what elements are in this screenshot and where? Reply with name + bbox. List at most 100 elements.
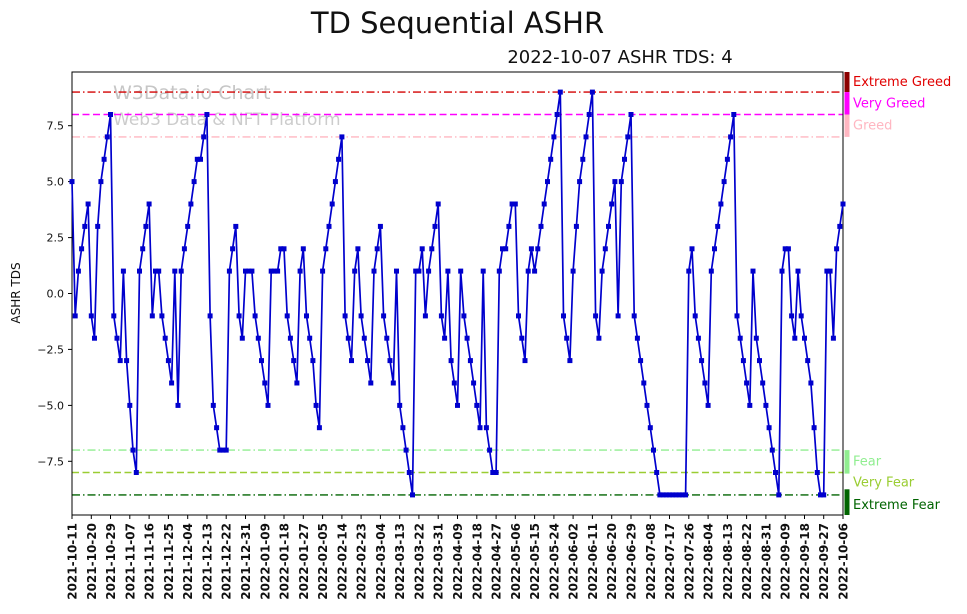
data-point [249,268,255,274]
data-point [522,358,528,364]
data-point [541,201,547,207]
data-point [561,313,566,319]
data-point [268,268,274,274]
data-point [130,447,136,453]
data-point [403,447,409,453]
gauge-bar [844,114,850,137]
data-point [789,313,795,319]
threshold-label: Greed [853,119,892,134]
data-point [153,268,158,274]
data-point [580,156,586,162]
data-point [111,313,117,319]
data-point [647,425,653,431]
data-point [75,268,81,274]
x-tick-label: 2022-05-06 [509,523,523,600]
x-tick-label: 2021-11-07 [123,523,137,600]
data-point [342,313,348,319]
data-point [667,492,672,498]
data-point [114,335,120,341]
data-point [124,358,130,364]
data-point [156,268,162,274]
data-point [602,246,608,252]
data-point [477,425,483,431]
threshold-label: Very Fear [853,476,915,491]
data-point [214,425,220,431]
data-point [811,425,817,431]
data-point [528,246,534,252]
data-point [776,492,782,498]
data-point [798,313,804,319]
x-tick-label: 2022-03-31 [432,523,446,600]
x-tick-label: 2022-02-23 [355,523,369,600]
data-point [570,268,576,274]
data-point [265,402,271,408]
data-point [802,335,807,341]
x-tick-label: 2022-03-13 [393,523,407,600]
data-point [316,425,322,431]
data-point [72,313,78,319]
plot-border [71,71,844,516]
data-point [593,313,599,319]
x-tick-label: 2021-11-25 [162,523,176,600]
threshold-label: Extreme Fear [853,498,941,513]
data-point [419,246,425,252]
data-point [194,156,200,162]
x-tick-label: 2022-09-27 [817,523,831,600]
data-point [551,134,557,140]
data-point [503,246,509,252]
data-point [583,134,589,140]
x-tick-label: 2022-06-29 [625,523,639,600]
x-tick-label: 2021-11-16 [143,523,157,600]
data-point [207,313,213,319]
data-point [525,268,531,274]
data-point [821,492,827,498]
data-point [461,313,467,319]
data-point [567,358,573,364]
data-point [239,335,245,341]
chart-subtitle: 2022-10-07 ASHR TDS: 4 [507,47,733,68]
data-point [634,335,640,341]
x-tick-label: 2021-12-31 [239,523,253,600]
data-point [159,313,165,319]
data-point [618,179,624,185]
data-point [79,246,85,252]
data-point [464,335,470,341]
data-point [545,179,550,185]
data-point [708,268,714,274]
data-point [496,268,502,274]
x-tick-label: 2022-08-22 [740,523,754,600]
data-point [673,492,679,498]
data-point [586,112,592,117]
data-point [766,425,772,431]
x-tick-label: 2022-04-09 [451,523,465,600]
data-point [95,223,101,229]
data-point [165,358,171,364]
data-point [644,402,650,408]
data-point [88,313,94,319]
data-point [589,89,595,95]
data-point [753,335,759,341]
data-point [705,402,711,408]
data-point [660,492,666,498]
data-point [352,268,358,274]
data-point [259,358,264,364]
x-tick-label: 2021-12-04 [181,523,195,600]
data-point [769,447,775,453]
data-point [654,470,660,475]
data-point [252,313,258,319]
threshold-label: Fear [853,454,882,469]
data-point [474,402,480,408]
data-point [679,492,685,498]
data-point [175,402,181,408]
data-point [467,358,473,364]
x-tick-label: 2022-01-27 [297,523,311,600]
x-tick-label: 2021-10-11 [66,523,80,600]
x-tick-label: 2022-06-20 [605,523,619,600]
data-point [827,268,833,274]
data-point [426,268,432,274]
data-point [226,268,232,274]
data-point [686,268,692,274]
data-point [779,268,785,274]
data-point [255,335,261,341]
data-point [223,447,229,453]
